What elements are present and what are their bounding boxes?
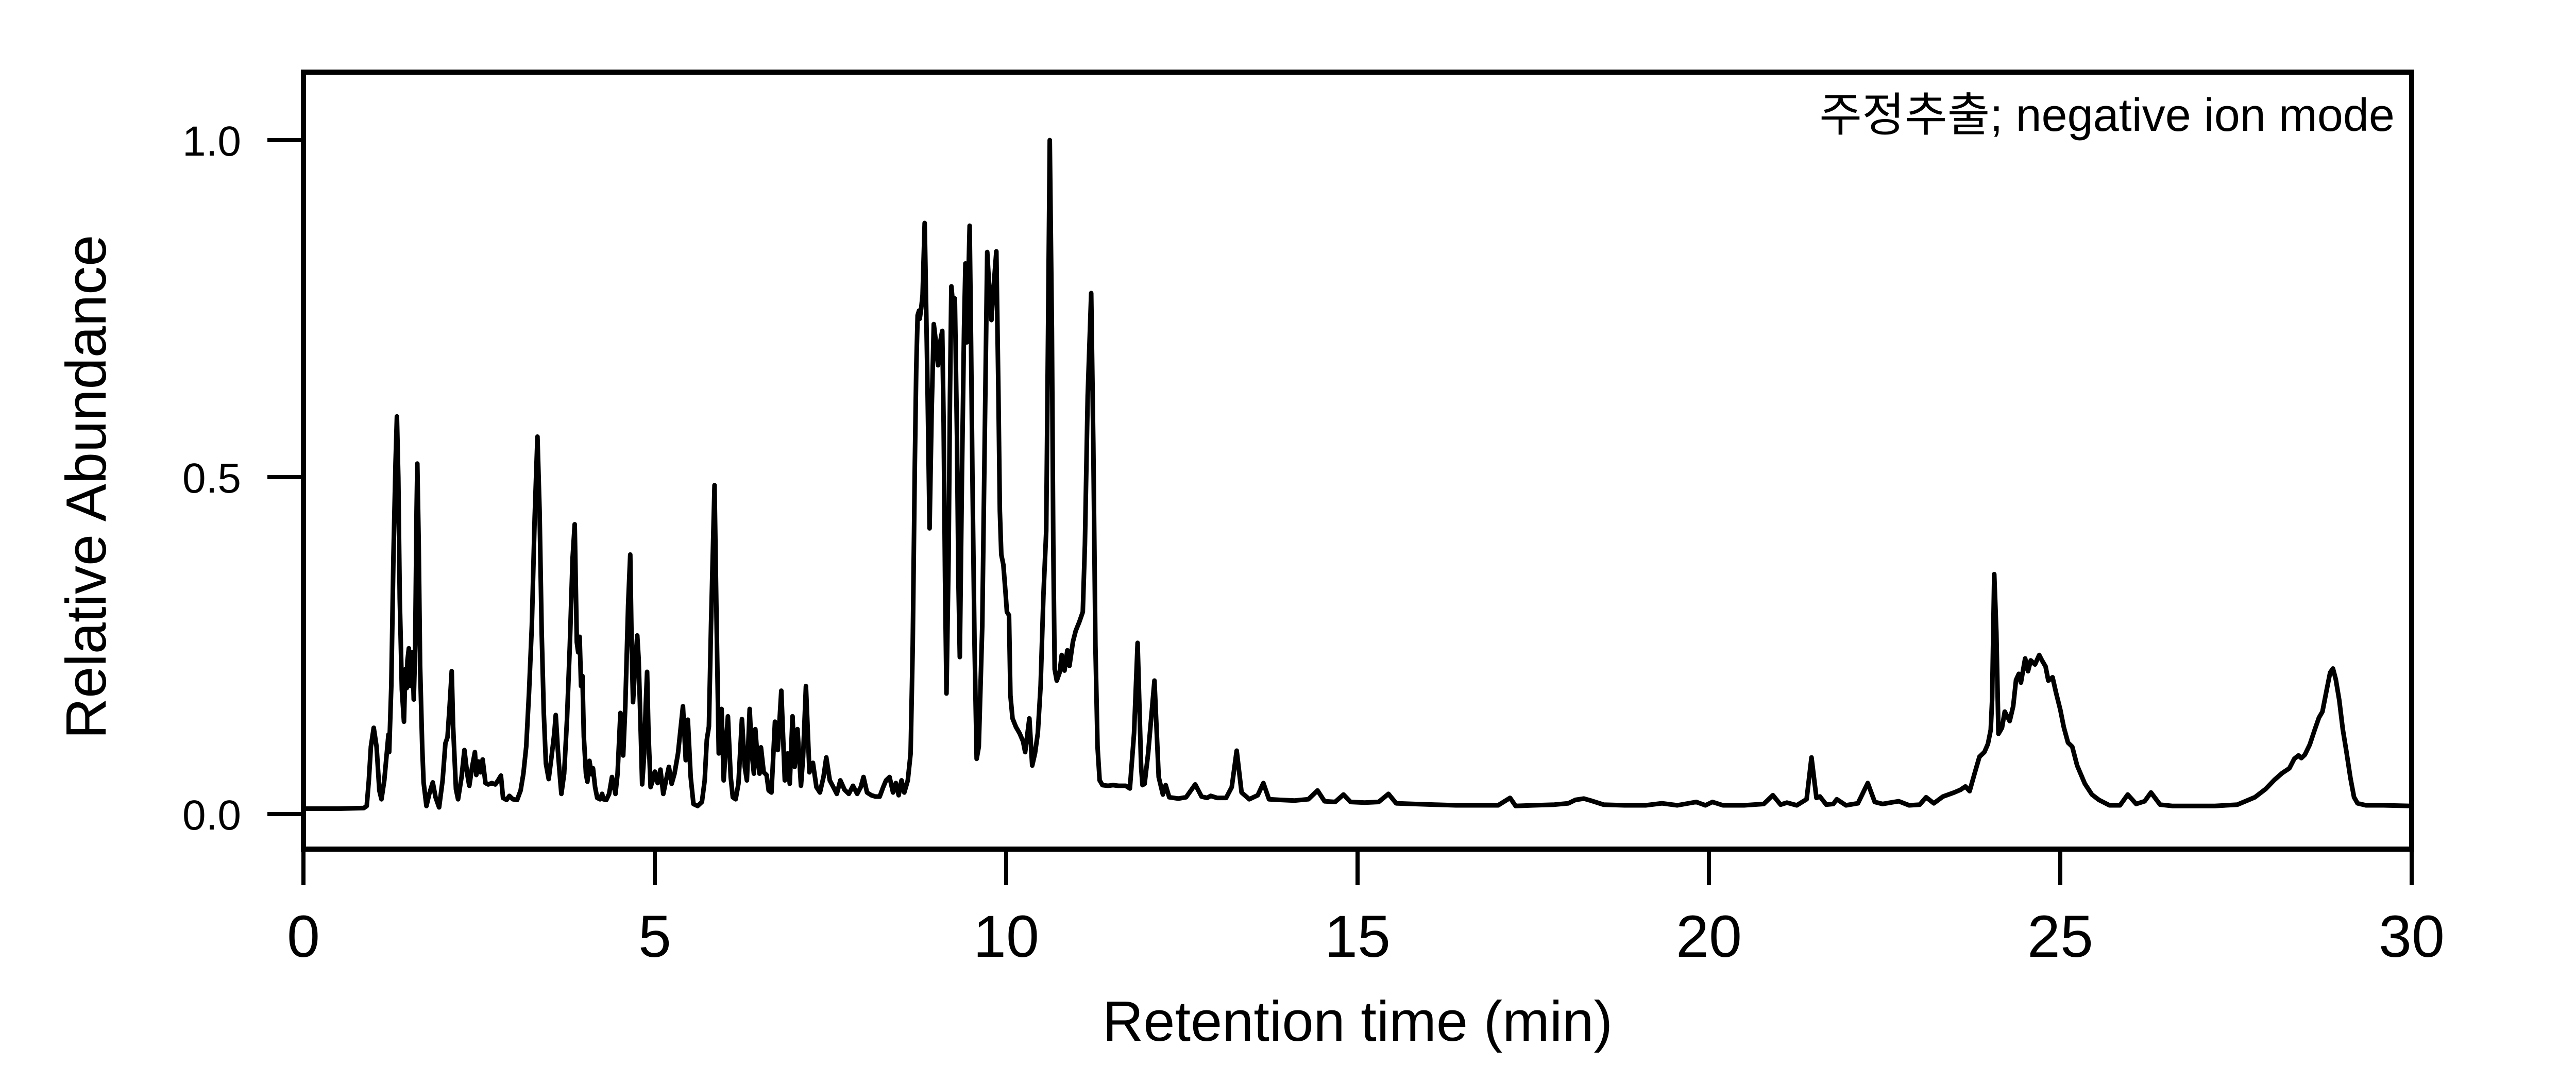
sample-annotation: 주정추출; negative ion mode: [1819, 90, 2395, 141]
y-axis-ticks: 0.0 0.5 1.0: [182, 118, 303, 839]
x-tick-label: 5: [638, 904, 671, 970]
x-axis-ticks: 0 5 10 15 20 25 30: [287, 849, 2445, 970]
y-axis-title: Relative Abundance: [55, 235, 118, 739]
y-tick-label: 0.5: [182, 455, 241, 502]
y-tick-label: 1.0: [182, 118, 241, 165]
x-tick-label: 20: [1676, 904, 1742, 970]
x-tick-label: 0: [287, 904, 320, 970]
x-tick-label: 10: [973, 904, 1039, 970]
x-tick-label: 30: [2379, 904, 2445, 970]
chromatogram-trace: [301, 138, 2414, 811]
y-tick-label: 0.0: [182, 792, 241, 839]
x-axis-title: Retention time (min): [1103, 990, 1613, 1053]
x-tick-label: 15: [1325, 904, 1391, 970]
x-tick-label: 25: [2027, 904, 2093, 970]
